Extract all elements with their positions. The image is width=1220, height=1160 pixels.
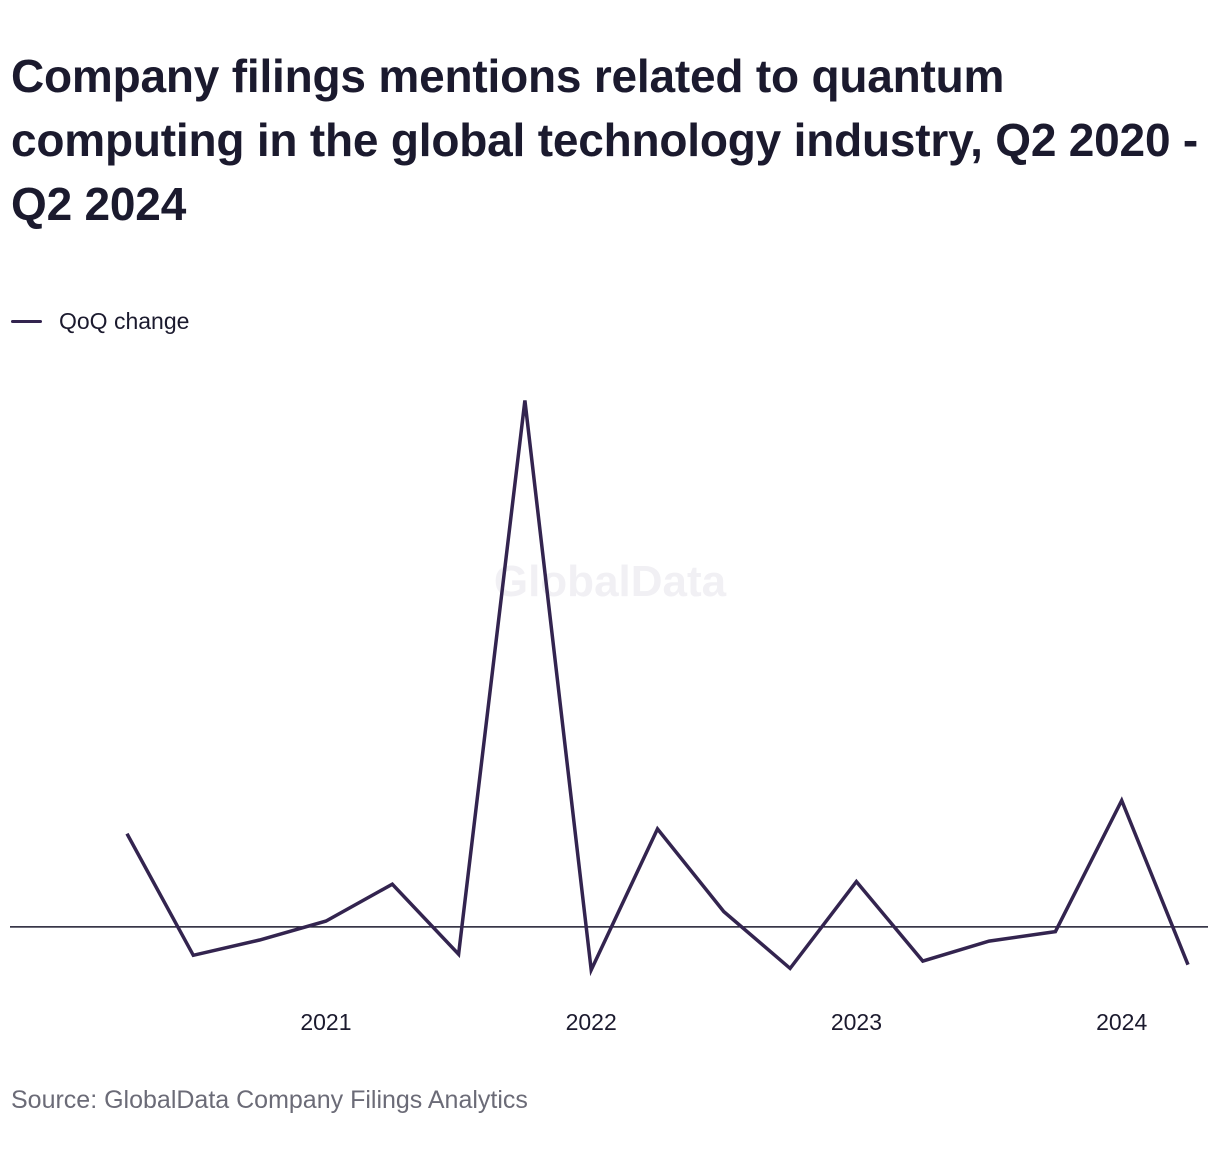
x-tick-label: 2021 bbox=[300, 1009, 351, 1035]
legend-label-qoq-change: QoQ change bbox=[59, 307, 190, 334]
x-tick-label: 2022 bbox=[566, 1009, 617, 1035]
source-note: Source: GlobalData Company Filings Analy… bbox=[11, 1086, 528, 1114]
legend-swatch-qoq-change bbox=[11, 319, 42, 323]
x-tick-labels: 2021 2022 2023 2024 bbox=[300, 1009, 1147, 1035]
chart-title: Company filings mentions related to quan… bbox=[11, 50, 1199, 230]
line-chart: GlobalData 2021 2022 2023 2024 bbox=[10, 400, 1208, 1035]
series-line-qoq-change bbox=[125, 400, 1190, 977]
x-tick-label: 2024 bbox=[1096, 1009, 1147, 1035]
x-tick-label: 2023 bbox=[831, 1009, 882, 1035]
watermark-text: GlobalData bbox=[494, 557, 727, 606]
chart-legend: QoQ change bbox=[11, 306, 189, 336]
series-layer bbox=[125, 400, 1190, 977]
